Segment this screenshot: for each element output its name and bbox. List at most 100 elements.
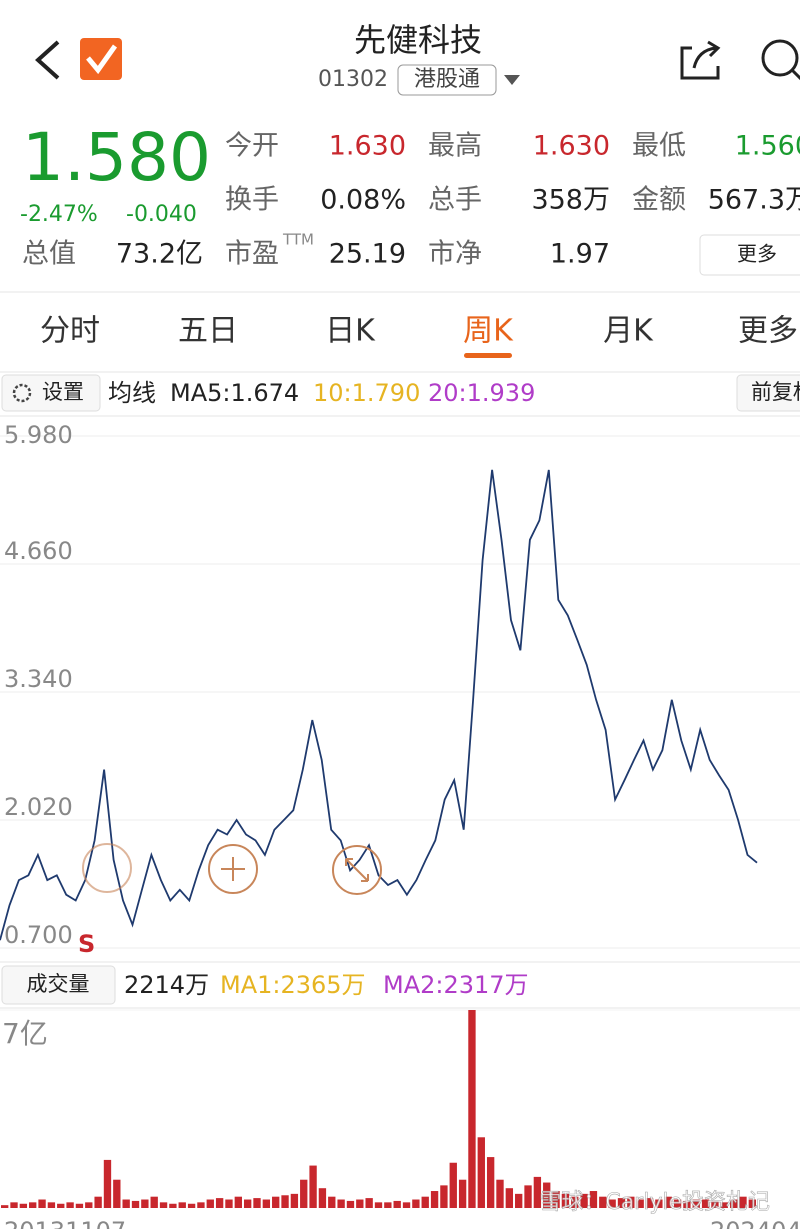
field-value: 1.630 [533,131,610,162]
field-value: 0.08% [320,185,406,216]
volume-bar [187,1203,196,1208]
volume-bar [561,1193,570,1208]
volume-bar [524,1185,532,1208]
volume-bar [272,1196,280,1208]
volume-bar [57,1203,65,1208]
volume-bar [356,1199,364,1208]
volume-bar [449,1162,457,1208]
volume-bar [178,1202,186,1208]
volume-bar [141,1199,149,1208]
x-label: 202404 [710,1217,800,1229]
volume-bar [19,1203,28,1208]
change: -0.040 [126,202,197,227]
volume-bar [309,1165,317,1208]
dropdown[interactable] [504,75,520,85]
volume-ma: MA1:2365万 [220,971,366,999]
volume-bar [374,1202,383,1208]
volume-bar [552,1191,560,1208]
volume-bar [729,1199,738,1208]
y-tick-label: 5.980 [4,421,73,449]
back-button[interactable] [35,40,60,80]
volume-bar [412,1199,420,1208]
event-marker[interactable] [208,844,258,894]
volume-bar [253,1198,261,1208]
volume-bar [645,1198,654,1208]
tab[interactable]: 五日 [178,314,238,349]
field-label: 总手 [428,185,482,216]
volume-bar [159,1202,168,1208]
event-marker[interactable] [332,845,382,895]
tab[interactable]: 更多 [738,314,798,349]
volume-bar [113,1179,121,1208]
settings-button[interactable] [1,374,101,412]
adjust-button[interactable] [736,374,800,412]
volume-bar [496,1179,504,1208]
tab[interactable]: 月K [603,314,654,349]
volume-bar [617,1198,626,1208]
adjust-label: 前复权 [751,380,800,404]
ma-value: 10:1.790 [313,379,420,407]
buy-marker: S [78,930,95,958]
volume-bar [571,1196,579,1208]
volume-label: 成交量 [27,972,90,996]
volume-bar [664,1196,672,1208]
field-label: 最高 [428,131,482,162]
field-value: 567.3万 [708,185,800,216]
volume-bar [636,1199,644,1208]
volume-bar [440,1185,448,1208]
settings-label: 设置 [42,380,84,404]
field-label: 市净 [428,239,482,270]
check-icon [86,44,118,75]
volume-bar [748,1199,756,1208]
volume-bar [421,1196,429,1208]
volume-bar [580,1193,588,1208]
volume-bar [627,1196,635,1208]
volume-bar [75,1203,84,1208]
more-button[interactable] [699,234,800,276]
search-button[interactable] [761,39,800,81]
field-label: 最低 [632,131,686,162]
field-label: 市盈 [225,239,279,270]
event-marker[interactable] [82,843,132,893]
ma-label: 均线 [108,379,156,407]
volume-bar [300,1179,308,1208]
volume-button[interactable] [1,965,116,1005]
field-label: 今开 [225,131,279,162]
volume-bar [29,1202,37,1208]
volume-bar [402,1202,411,1208]
tag-box [397,64,497,96]
watch-checkbox[interactable] [80,38,122,80]
more-label: 更多 [737,242,777,266]
volume-bar [384,1202,392,1208]
volume-bar [365,1198,373,1208]
price: 1.580 [22,119,211,196]
volume-bar [655,1199,663,1208]
change-pct: -2.47% [20,202,98,227]
volume-bar [122,1199,130,1208]
volume-bar [739,1196,747,1208]
volume-bar [477,1137,485,1208]
volume-bar [505,1188,514,1208]
share-button[interactable] [680,40,721,80]
volume-bar [337,1199,345,1208]
volume-bar [543,1182,551,1208]
tab[interactable]: 日K [325,314,376,349]
volume-bar [599,1196,607,1208]
volume-bar [318,1188,327,1208]
volume-bar [589,1191,598,1208]
volume-bar [711,1200,719,1208]
volume-bar [150,1196,158,1208]
volume-value: 2214万 [124,971,209,999]
tab[interactable]: 分时 [40,314,100,349]
price-line [0,469,758,941]
volume-bar [206,1199,214,1208]
ma-value: MA5:1.674 [170,379,299,407]
field-label: 金额 [632,185,686,216]
tab[interactable]: 周K [463,314,514,349]
field-value: 1.97 [550,239,610,270]
field-value: 73.2亿 [116,239,203,270]
volume-bar [38,1199,46,1208]
tab-underline [464,353,512,358]
